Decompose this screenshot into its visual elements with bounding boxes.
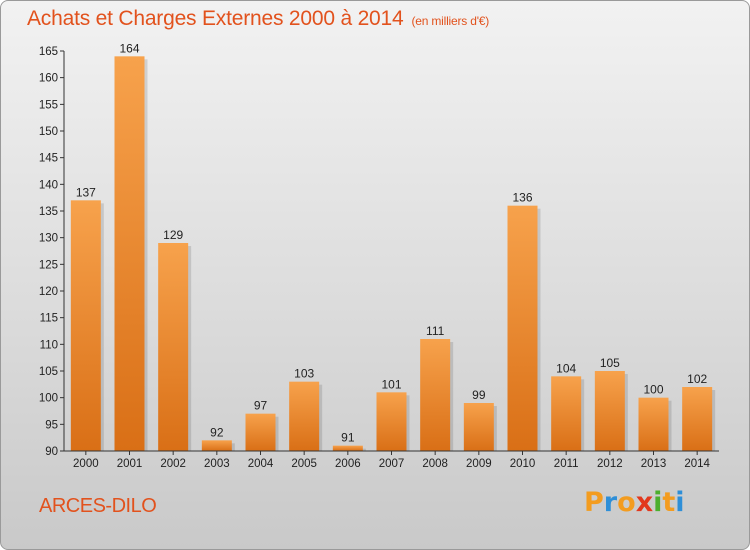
y-tick-label: 115 <box>40 313 58 325</box>
x-tick-label: 2013 <box>641 458 667 470</box>
bar-value-label: 101 <box>381 377 401 391</box>
bar <box>376 392 407 451</box>
x-tick-label: 2004 <box>248 458 274 470</box>
x-tick-label: 2014 <box>684 458 710 470</box>
bar-value-label: 111 <box>426 324 445 338</box>
bar-value-label: 97 <box>254 399 268 413</box>
y-axis: 90 95 100 105 110 115 120 125 130 135 140 145 150 155… <box>39 46 65 458</box>
x-tick-label: 2007 <box>379 458 405 470</box>
y-tick-label: 155 <box>39 99 58 111</box>
logo-letter: r <box>603 487 618 518</box>
y-tick-label: 105 <box>39 366 58 378</box>
x-tick-label: 2012 <box>597 458 623 470</box>
logo-letter: i <box>653 487 663 518</box>
bar <box>289 381 320 451</box>
bar <box>463 403 494 451</box>
y-tick-label: 100 <box>39 393 58 405</box>
bar-value-label: 102 <box>687 372 707 386</box>
bar <box>638 397 669 451</box>
y-tick-label: 165 <box>39 46 58 58</box>
bar-value-label: 129 <box>163 228 183 242</box>
x-tick-label: 2000 <box>73 458 99 470</box>
y-tick-label: 150 <box>39 126 58 138</box>
y-tick-label: 95 <box>45 419 58 431</box>
bar-value-label: 164 <box>119 41 139 55</box>
bar-value-label: 92 <box>210 425 224 439</box>
bar-value-label: 103 <box>294 367 314 381</box>
y-tick-label: 110 <box>40 339 58 351</box>
proxiti-logo[interactable]: Proxiti <box>584 487 685 518</box>
chart-subtitle: (en milliers d'€) <box>411 14 490 28</box>
chart-title-text: Achats et Charges Externes 2000 à 2014 <box>27 7 404 30</box>
x-tick-label: 2011 <box>554 458 579 470</box>
x-axis: 2000 2001 2002 2003 2004 2005 2006 2007 2008 2009… <box>64 450 719 470</box>
x-tick-label: 2005 <box>291 458 317 470</box>
chart-title: Achats et Charges Externes 2000 à 2014 (e… <box>27 7 489 31</box>
x-tick-label: 2001 <box>117 458 143 470</box>
logo-letter: o <box>617 487 636 518</box>
y-tick-label: 120 <box>39 286 58 298</box>
bar-value-label: 99 <box>472 388 486 402</box>
bar <box>507 205 538 451</box>
logo-letter: i <box>675 487 685 518</box>
y-tick-label: 90 <box>45 446 58 458</box>
bar <box>70 200 101 451</box>
bar <box>114 56 145 451</box>
x-tick-label: 2006 <box>335 458 361 470</box>
x-tick-label: 2003 <box>204 458 230 470</box>
logo-letter: x <box>635 487 654 518</box>
x-tick-label: 2010 <box>510 458 536 470</box>
x-tick-label: 2009 <box>466 458 492 470</box>
y-tick-label: 145 <box>39 153 58 165</box>
logo-letter: P <box>584 487 604 518</box>
logo-letter: t <box>662 487 676 518</box>
bar-value-label: 137 <box>76 185 96 199</box>
x-tick-label: 2002 <box>160 458 186 470</box>
bar <box>201 440 232 451</box>
x-tick-label: 2008 <box>422 458 448 470</box>
bar-value-label: 91 <box>341 431 355 445</box>
bar-series: 137 164 129 92 97 103 91 101 111 99 136 104 105 100 10… <box>70 41 716 451</box>
bar <box>682 387 713 451</box>
y-tick-label: 160 <box>39 73 58 85</box>
bar <box>158 243 189 451</box>
bar-value-label: 104 <box>556 361 576 375</box>
bar <box>420 339 451 451</box>
bar <box>594 371 625 451</box>
y-tick-label: 135 <box>39 206 58 218</box>
y-tick-label: 140 <box>39 179 58 191</box>
bar <box>332 445 363 451</box>
bar <box>245 413 276 451</box>
bar-value-label: 100 <box>643 383 663 397</box>
commune-name: ARCES-DILO <box>39 495 157 517</box>
bar <box>551 376 582 451</box>
y-tick-label: 125 <box>39 259 58 271</box>
y-tick-label: 130 <box>39 233 58 245</box>
bar-value-label: 105 <box>600 356 620 370</box>
bar-value-label: 136 <box>512 191 532 205</box>
